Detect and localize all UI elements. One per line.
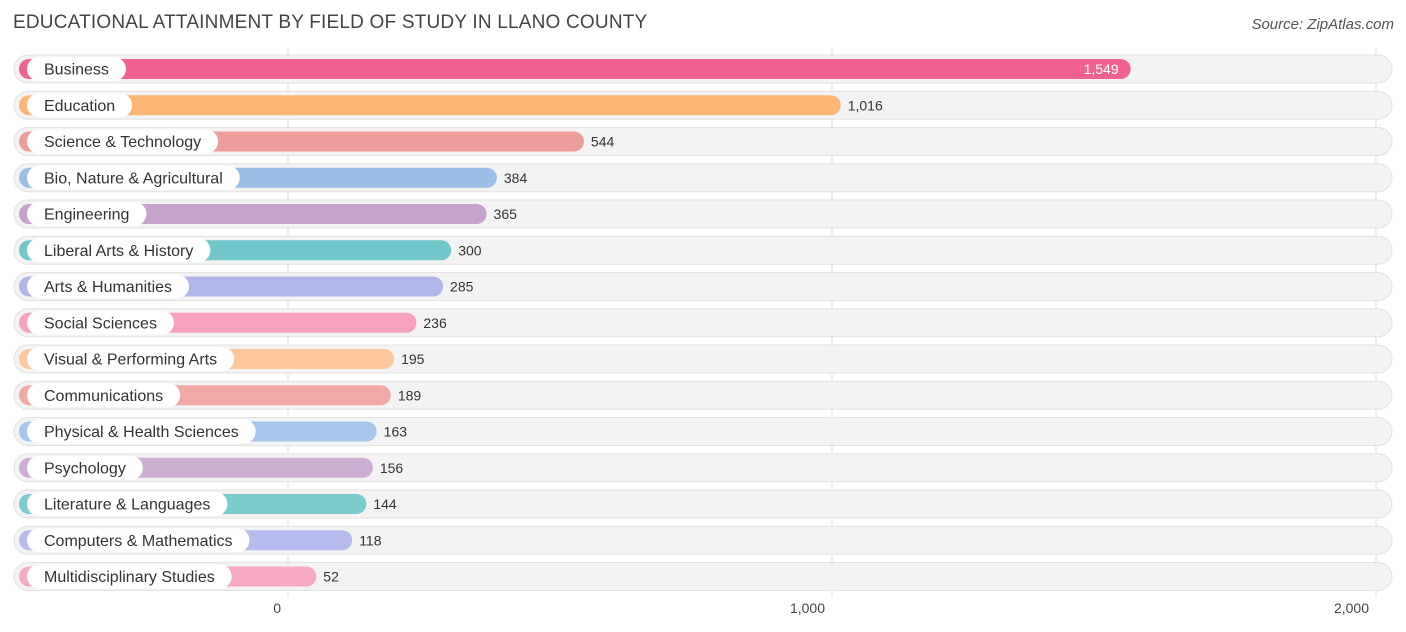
category-label-pill xyxy=(27,383,181,408)
row-layer: Business 1,549 Education 1,016 Science & Tec… xyxy=(13,54,1393,591)
tick-label: 2,000 xyxy=(1334,600,1369,616)
bar-row: Liberal Arts & History 300 xyxy=(13,235,1393,265)
bar-row: Communications 189 xyxy=(13,380,1393,410)
value-label: 156 xyxy=(380,460,404,476)
bar-row: Bio, Nature & Agricultural 384 xyxy=(13,163,1393,193)
category-label: Bio, Nature & Agricultural xyxy=(44,170,223,187)
category-label-pill xyxy=(27,564,232,589)
bar-row: Science & Technology 544 xyxy=(13,127,1393,156)
category-label: Liberal Arts & History xyxy=(44,243,193,260)
category-label-pill xyxy=(27,202,147,226)
bar-row: Social Sciences 236 xyxy=(13,308,1393,338)
value-label: 544 xyxy=(591,134,615,150)
bar-track xyxy=(13,562,1393,591)
bar-row: Visual & Performing Arts 195 xyxy=(13,344,1393,374)
category-label-pill xyxy=(27,455,143,480)
value-label: 285 xyxy=(450,279,474,295)
category-label-pill xyxy=(27,274,190,299)
value-label: 189 xyxy=(398,387,422,403)
value-label: 365 xyxy=(494,206,518,222)
bar xyxy=(19,95,841,116)
category-label-pill xyxy=(27,93,133,118)
category-label-pill xyxy=(27,347,235,371)
category-label-pill xyxy=(27,492,228,516)
value-label: 52 xyxy=(323,569,339,585)
bar-row: Computers & Mathematics 118 xyxy=(13,525,1393,555)
category-label: Literature & Languages xyxy=(44,497,210,514)
tick-layer: 0 1,000 2,000 xyxy=(273,600,1369,616)
category-label: Arts & Humanities xyxy=(44,279,172,296)
value-label: 300 xyxy=(458,242,482,258)
value-label: 1,016 xyxy=(848,97,883,113)
value-label: 1,549 xyxy=(1084,61,1119,77)
category-label: Visual & Performing Arts xyxy=(44,352,217,369)
value-label: 236 xyxy=(423,315,447,331)
bar-row: Psychology 156 xyxy=(13,453,1393,483)
bar-row: Literature & Languages 144 xyxy=(13,489,1393,519)
bar-row: Engineering 365 xyxy=(13,199,1393,229)
tick-label: 0 xyxy=(273,600,281,616)
bar-row: Physical & Health Sciences 163 xyxy=(13,417,1393,446)
category-label: Multidisciplinary Studies xyxy=(44,569,215,586)
category-label: Education xyxy=(44,98,115,115)
category-label-pill xyxy=(27,310,174,335)
category-label: Physical & Health Sciences xyxy=(44,424,239,441)
bar-row: Business 1,549 xyxy=(13,54,1393,84)
category-label: Communications xyxy=(44,388,163,405)
category-label-pill xyxy=(27,419,256,444)
bar xyxy=(19,59,1131,79)
value-label: 163 xyxy=(384,424,408,440)
bar-row: Education 1,016 xyxy=(13,90,1393,120)
value-label: 118 xyxy=(359,532,382,548)
chart-title: EDUCATIONAL ATTAINMENT BY FIELD OF STUDY… xyxy=(13,12,648,33)
value-label: 195 xyxy=(401,351,425,367)
category-label: Social Sciences xyxy=(44,315,157,332)
category-label: Engineering xyxy=(44,207,129,224)
category-label-pill xyxy=(27,165,240,190)
bar-row: Multidisciplinary Studies 52 xyxy=(13,562,1393,591)
value-label: 144 xyxy=(373,496,397,512)
category-label: Psychology xyxy=(44,460,126,477)
category-label: Science & Technology xyxy=(44,134,201,151)
category-label-pill xyxy=(27,129,219,154)
source-credit: Source: ZipAtlas.com xyxy=(1251,16,1394,33)
category-label-pill xyxy=(27,528,250,553)
category-label-pill xyxy=(27,57,126,81)
category-label: Business xyxy=(44,62,109,79)
bar-row: Arts & Humanities 285 xyxy=(13,272,1393,301)
value-label: 384 xyxy=(504,170,528,186)
bar-track xyxy=(13,525,1393,555)
tick-label: 1,000 xyxy=(790,600,825,616)
category-label: Computers & Mathematics xyxy=(44,533,233,550)
category-label-pill xyxy=(27,238,211,263)
